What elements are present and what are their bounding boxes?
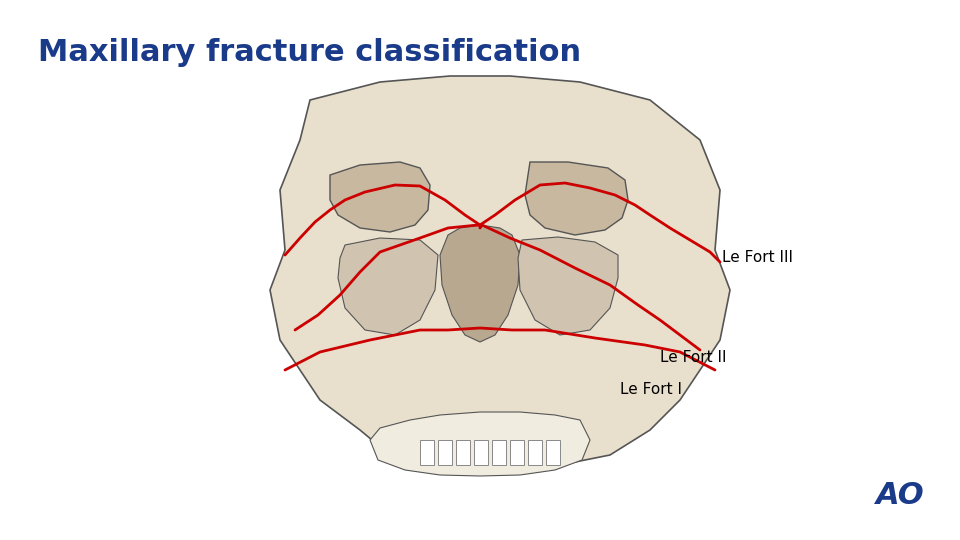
Bar <box>456 440 470 465</box>
Text: Le Fort II: Le Fort II <box>660 350 727 366</box>
Polygon shape <box>330 162 430 232</box>
Text: Le Fort I: Le Fort I <box>620 382 682 397</box>
Bar <box>528 440 542 465</box>
Polygon shape <box>270 76 730 468</box>
Bar <box>438 440 452 465</box>
Text: AO: AO <box>876 481 924 510</box>
Bar <box>546 440 560 465</box>
Polygon shape <box>370 412 590 476</box>
Bar <box>474 440 488 465</box>
Polygon shape <box>525 162 628 235</box>
Polygon shape <box>440 225 520 342</box>
Text: Maxillary fracture classification: Maxillary fracture classification <box>38 38 582 67</box>
Bar <box>420 440 434 465</box>
Polygon shape <box>338 238 438 335</box>
Bar <box>492 440 506 465</box>
Bar <box>510 440 524 465</box>
Text: Le Fort III: Le Fort III <box>722 251 793 266</box>
Polygon shape <box>518 237 618 335</box>
